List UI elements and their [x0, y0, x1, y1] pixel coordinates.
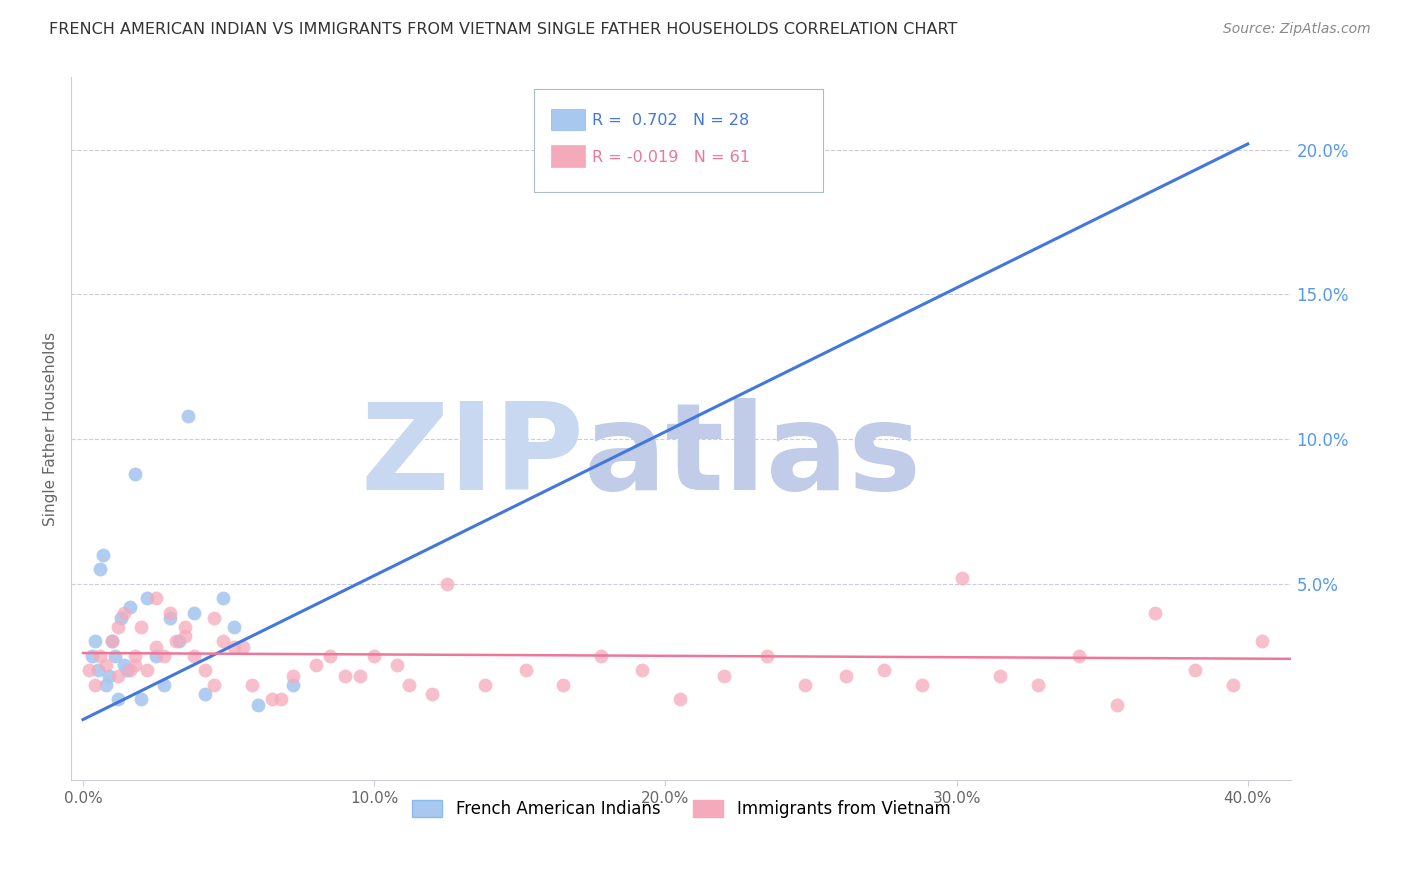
- Point: [107, 620, 129, 634]
- Point: [124, 467, 146, 481]
- Point: [474, 678, 496, 692]
- Point: [270, 692, 292, 706]
- Text: R = -0.019   N = 61: R = -0.019 N = 61: [592, 150, 749, 165]
- Point: [194, 686, 217, 700]
- Point: [159, 611, 181, 625]
- Point: [183, 648, 205, 663]
- Text: ZIP: ZIP: [360, 399, 583, 516]
- Point: [988, 669, 1011, 683]
- Point: [118, 599, 141, 614]
- Point: [553, 678, 575, 692]
- Point: [240, 678, 263, 692]
- Point: [950, 571, 973, 585]
- Point: [1222, 678, 1244, 692]
- Point: [124, 657, 146, 672]
- Point: [124, 648, 146, 663]
- Point: [591, 648, 613, 663]
- Point: [145, 640, 167, 655]
- Point: [129, 620, 152, 634]
- Point: [232, 640, 254, 655]
- Point: [669, 692, 692, 706]
- Point: [422, 686, 444, 700]
- Legend: French American Indians, Immigrants from Vietnam: French American Indians, Immigrants from…: [405, 793, 957, 825]
- Point: [83, 634, 105, 648]
- Point: [224, 640, 246, 655]
- Point: [1184, 664, 1206, 678]
- Point: [202, 611, 225, 625]
- Point: [177, 409, 200, 423]
- Point: [246, 698, 269, 712]
- Point: [398, 678, 420, 692]
- Point: [910, 678, 932, 692]
- Point: [136, 591, 159, 605]
- Point: [136, 664, 159, 678]
- Text: Source: ZipAtlas.com: Source: ZipAtlas.com: [1223, 22, 1371, 37]
- Point: [756, 648, 779, 663]
- Point: [713, 669, 735, 683]
- Point: [107, 692, 129, 706]
- Point: [145, 591, 167, 605]
- Point: [89, 562, 111, 576]
- Point: [86, 664, 108, 678]
- Point: [202, 678, 225, 692]
- Point: [224, 620, 246, 634]
- Point: [319, 648, 342, 663]
- Point: [194, 664, 217, 678]
- Point: [349, 669, 371, 683]
- Point: [165, 634, 187, 648]
- Point: [110, 611, 132, 625]
- Point: [101, 634, 124, 648]
- Point: [115, 664, 138, 678]
- Point: [93, 548, 115, 562]
- Point: [129, 692, 152, 706]
- Point: [835, 669, 858, 683]
- Point: [112, 606, 135, 620]
- Point: [112, 657, 135, 672]
- Point: [281, 669, 304, 683]
- Point: [107, 669, 129, 683]
- Point: [211, 634, 233, 648]
- Point: [1067, 648, 1090, 663]
- Point: [436, 576, 458, 591]
- Point: [153, 678, 176, 692]
- Point: [1251, 634, 1274, 648]
- Point: [305, 657, 328, 672]
- Point: [98, 669, 121, 683]
- Point: [281, 678, 304, 692]
- Point: [153, 648, 176, 663]
- Point: [211, 591, 233, 605]
- Point: [101, 634, 124, 648]
- Point: [167, 634, 190, 648]
- Point: [363, 648, 385, 663]
- Point: [80, 648, 103, 663]
- Text: FRENCH AMERICAN INDIAN VS IMMIGRANTS FROM VIETNAM SINGLE FATHER HOUSEHOLDS CORRE: FRENCH AMERICAN INDIAN VS IMMIGRANTS FRO…: [49, 22, 957, 37]
- Point: [515, 664, 537, 678]
- Point: [794, 678, 817, 692]
- Point: [1105, 698, 1128, 712]
- Point: [1026, 678, 1049, 692]
- Y-axis label: Single Father Households: Single Father Households: [44, 332, 58, 526]
- Point: [118, 664, 141, 678]
- Point: [83, 678, 105, 692]
- Point: [159, 606, 181, 620]
- Point: [262, 692, 284, 706]
- Point: [183, 606, 205, 620]
- Text: R =  0.702   N = 28: R = 0.702 N = 28: [592, 113, 749, 128]
- Point: [333, 669, 356, 683]
- Point: [631, 664, 654, 678]
- Point: [145, 648, 167, 663]
- Point: [387, 657, 409, 672]
- Point: [1143, 606, 1166, 620]
- Point: [173, 629, 195, 643]
- Point: [173, 620, 195, 634]
- Point: [104, 648, 127, 663]
- Point: [873, 664, 896, 678]
- Point: [96, 678, 118, 692]
- Text: atlas: atlas: [583, 399, 922, 516]
- Point: [96, 657, 118, 672]
- Point: [77, 664, 100, 678]
- Point: [89, 648, 111, 663]
